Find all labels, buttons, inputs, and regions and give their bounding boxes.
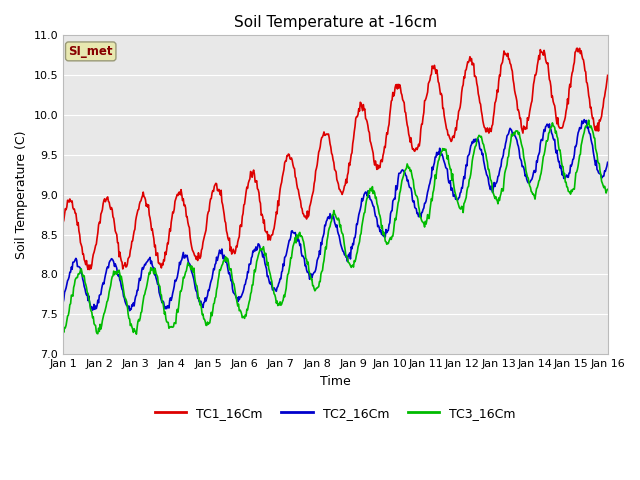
TC1_16Cm [203, 220, 211, 226]
TC3_16Cm [604, 187, 611, 192]
Line: TC3_16Cm: TC3_16Cm [63, 120, 607, 334]
TC2_16Cm [381, 234, 388, 240]
TC2_16Cm [604, 159, 611, 165]
TC1_16Cm [555, 123, 563, 129]
Line: TC1_16Cm: TC1_16Cm [63, 48, 607, 269]
TC1_16Cm [179, 196, 187, 202]
TC3_16Cm [435, 158, 442, 164]
TC3_16Cm [203, 323, 211, 328]
X-axis label: Time: Time [320, 374, 351, 387]
Y-axis label: Soil Temperature (C): Soil Temperature (C) [15, 131, 28, 259]
TC2_16Cm [60, 300, 67, 306]
TC2_16Cm [435, 149, 442, 155]
TC1_16Cm [435, 79, 442, 84]
TC2_16Cm [328, 216, 335, 222]
Legend: TC1_16Cm, TC2_16Cm, TC3_16Cm: TC1_16Cm, TC2_16Cm, TC3_16Cm [150, 402, 521, 425]
Title: Soil Temperature at -16cm: Soil Temperature at -16cm [234, 15, 437, 30]
TC3_16Cm [328, 218, 335, 224]
TC1_16Cm [328, 150, 335, 156]
TC2_16Cm [580, 117, 588, 122]
TC1_16Cm [573, 46, 581, 51]
TC1_16Cm [381, 144, 388, 149]
TC2_16Cm [203, 295, 211, 301]
TC3_16Cm [179, 275, 187, 280]
TC1_16Cm [604, 72, 611, 78]
TC1_16Cm [60, 220, 67, 226]
TC3_16Cm [585, 117, 593, 123]
TC3_16Cm [132, 331, 140, 337]
TC2_16Cm [179, 250, 187, 255]
Text: SI_met: SI_met [68, 45, 113, 58]
TC3_16Cm [555, 143, 563, 148]
TC3_16Cm [60, 327, 67, 333]
TC3_16Cm [381, 232, 388, 238]
TC1_16Cm [86, 266, 93, 272]
TC2_16Cm [126, 308, 134, 313]
TC2_16Cm [555, 159, 563, 165]
Line: TC2_16Cm: TC2_16Cm [63, 120, 607, 311]
